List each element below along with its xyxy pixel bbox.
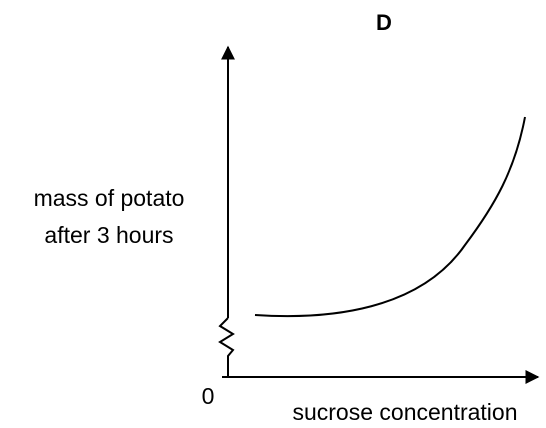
y-axis-label: mass of potato — [34, 185, 185, 211]
graph-title: D — [376, 10, 392, 35]
axis-break — [218, 317, 235, 377]
curve — [254, 116, 526, 318]
origin-label: 0 — [202, 383, 215, 409]
x-axis-label: sucrose concentration — [292, 399, 517, 425]
y-axis-label: after 3 hours — [44, 222, 173, 248]
